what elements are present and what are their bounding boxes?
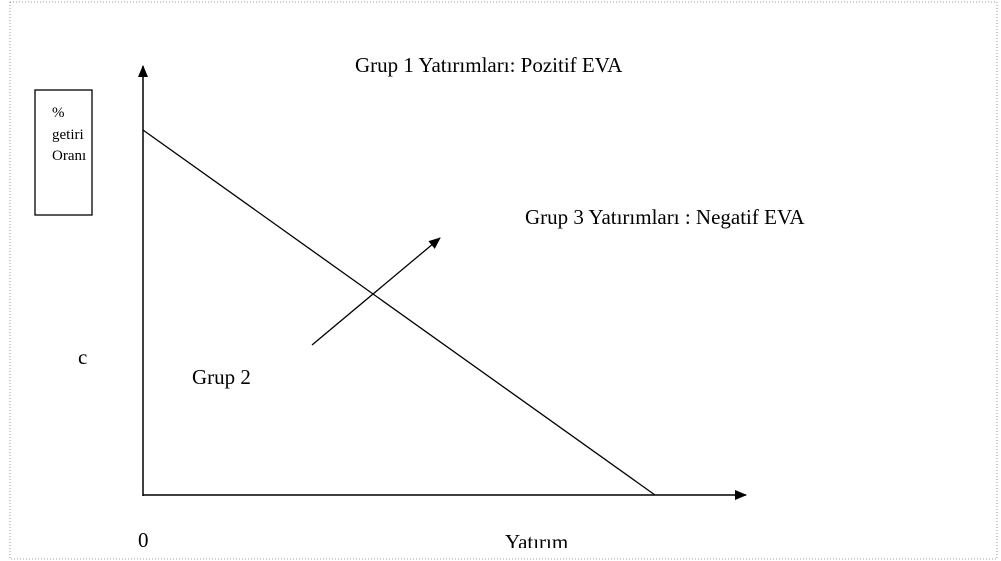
box-line: getiri	[52, 127, 84, 143]
y-label-box	[34, 89, 93, 216]
diagonal-line	[142, 129, 656, 496]
origin-label: 0	[138, 528, 149, 552]
box-line: %	[52, 105, 65, 121]
x-axis-label: Yatırım	[505, 530, 568, 554]
c-label: c	[78, 345, 87, 369]
title: Grup 1 Yatırımları: Pozitif EVA	[355, 53, 623, 77]
group2-label: Grup 2	[192, 365, 251, 389]
arrow	[311, 237, 441, 346]
group3-label: Grup 3 Yatırımları : Negatif EVA	[525, 205, 805, 229]
frame	[9, 1, 998, 560]
box-line: Oranı	[52, 148, 86, 164]
